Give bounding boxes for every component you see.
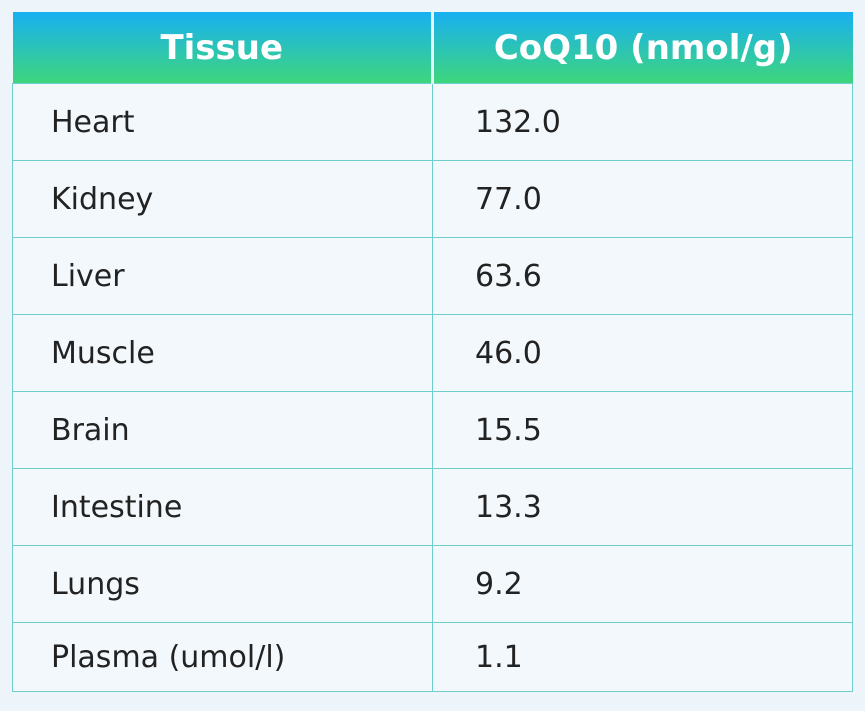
table-row: Liver 63.6 xyxy=(12,237,853,315)
coq10-value-cell: 77.0 xyxy=(432,160,853,238)
tissue-cell: Heart xyxy=(12,83,433,161)
table-row: Brain 15.5 xyxy=(12,391,853,469)
table-row: Kidney 77.0 xyxy=(12,160,853,238)
tissue-cell: Lungs xyxy=(12,545,433,623)
tissue-cell: Brain xyxy=(12,391,433,469)
tissue-cell: Muscle xyxy=(12,314,433,392)
coq10-value-cell: 46.0 xyxy=(432,314,853,392)
table-row: Lungs 9.2 xyxy=(12,545,853,623)
table-row: Muscle 46.0 xyxy=(12,314,853,392)
coq10-value-cell: 13.3 xyxy=(432,468,853,546)
coq10-value-cell: 63.6 xyxy=(432,237,853,315)
tissue-cell: Kidney xyxy=(12,160,433,238)
table-row: Heart 132.0 xyxy=(12,83,853,161)
table-row: Plasma (umol/l) 1.1 xyxy=(12,622,853,692)
tissue-cell: Intestine xyxy=(12,468,433,546)
header-tissue: Tissue xyxy=(12,12,434,84)
tissue-cell: Liver xyxy=(12,237,433,315)
coq10-value-cell: 15.5 xyxy=(432,391,853,469)
coq10-value-cell: 9.2 xyxy=(432,545,853,623)
coq10-value-cell: 1.1 xyxy=(432,622,853,692)
header-row: Tissue CoQ10 (nmol/g) xyxy=(12,12,853,84)
header-coq10: CoQ10 (nmol/g) xyxy=(432,12,853,84)
coq10-value-cell: 132.0 xyxy=(432,83,853,161)
coq10-table: Tissue CoQ10 (nmol/g) Heart 132.0 Kidney 77… xyxy=(12,12,853,692)
table-row: Intestine 13.3 xyxy=(12,468,853,546)
tissue-cell: Plasma (umol/l) xyxy=(12,622,433,692)
